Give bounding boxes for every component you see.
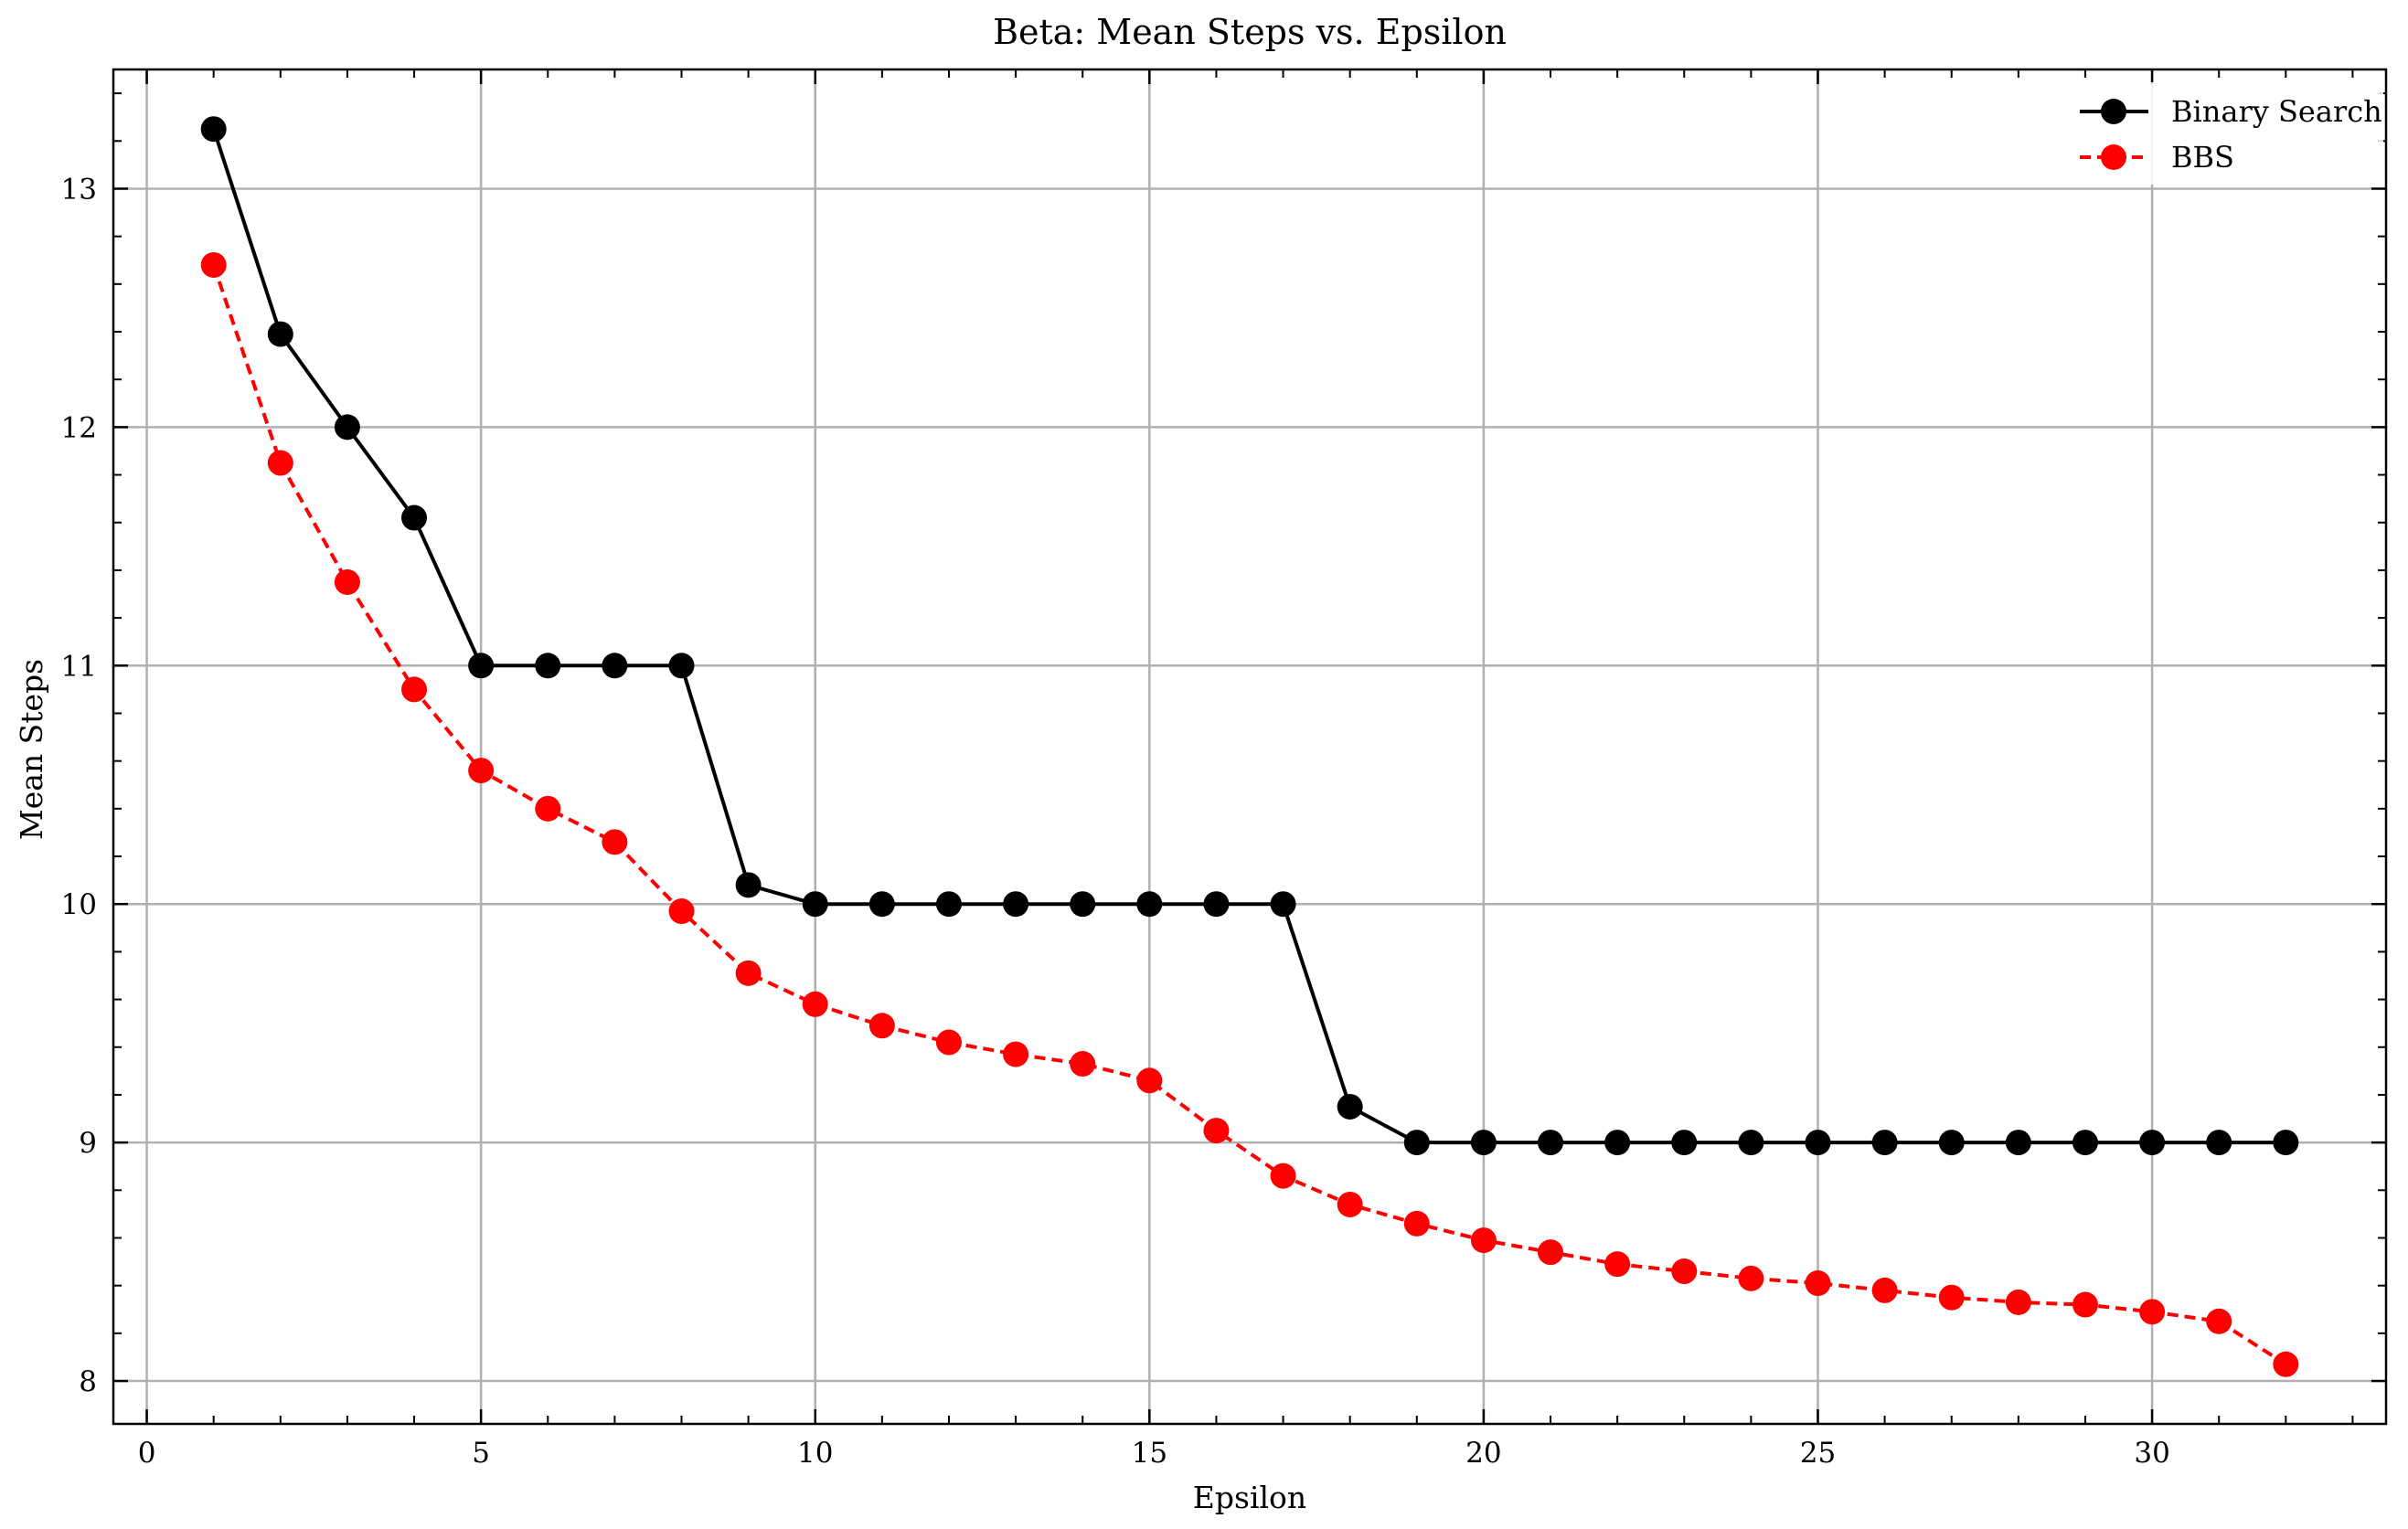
data-point-bbs-19 bbox=[1403, 1210, 1430, 1237]
data-point-binary-search-29 bbox=[2072, 1130, 2098, 1156]
y-tick-label-10: 10 bbox=[61, 888, 97, 921]
x-tick-label-30: 30 bbox=[2134, 1437, 2169, 1470]
data-point-bbs-17 bbox=[1270, 1163, 1296, 1189]
axes: 0 5 10 15 20 25 30 8 9 10 11 12 13 bbox=[61, 68, 2388, 1470]
data-point-binary-search-7 bbox=[602, 653, 628, 679]
data-point-bbs-12 bbox=[935, 1029, 962, 1056]
data-point-bbs-6 bbox=[535, 795, 561, 822]
data-point-bbs-4 bbox=[401, 676, 428, 703]
legend-label-bbs: BBS bbox=[2171, 140, 2234, 175]
plot-frame bbox=[112, 68, 2388, 1426]
data-point-binary-search-27 bbox=[1938, 1130, 1965, 1156]
data-point-binary-search-24 bbox=[1738, 1130, 1764, 1156]
legend-label-binary-search: Binary Search bbox=[2171, 94, 2382, 129]
data-point-bbs-21 bbox=[1538, 1239, 1564, 1266]
y-tick-label-12: 12 bbox=[61, 411, 97, 444]
y-tick-label-11: 11 bbox=[61, 650, 97, 683]
data-point-bbs-18 bbox=[1337, 1191, 1363, 1217]
y-axis-label: Mean Steps bbox=[14, 659, 49, 840]
data-point-binary-search-4 bbox=[401, 504, 428, 531]
data-point-bbs-14 bbox=[1070, 1051, 1096, 1078]
data-point-binary-search-1 bbox=[200, 116, 227, 143]
x-tick-label-25: 25 bbox=[1800, 1437, 1836, 1470]
legend-marker-bbs bbox=[2101, 144, 2126, 170]
data-point-bbs-9 bbox=[735, 960, 762, 986]
data-point-binary-search-32 bbox=[2273, 1130, 2299, 1156]
y-tick-label-9: 9 bbox=[79, 1127, 97, 1160]
data-point-bbs-3 bbox=[334, 568, 360, 595]
data-point-bbs-1 bbox=[200, 251, 227, 278]
data-point-bbs-30 bbox=[2139, 1299, 2166, 1325]
data-point-bbs-29 bbox=[2072, 1291, 2098, 1318]
data-point-binary-search-31 bbox=[2206, 1130, 2232, 1156]
data-point-binary-search-22 bbox=[1604, 1130, 1631, 1156]
y-tick-label-8: 8 bbox=[79, 1365, 97, 1398]
data-point-bbs-7 bbox=[602, 829, 628, 855]
data-point-bbs-22 bbox=[1604, 1251, 1631, 1278]
data-point-binary-search-2 bbox=[267, 321, 293, 347]
data-point-bbs-23 bbox=[1671, 1258, 1698, 1285]
series-layer bbox=[200, 116, 2299, 1377]
data-point-bbs-20 bbox=[1470, 1227, 1497, 1254]
data-point-bbs-16 bbox=[1203, 1118, 1230, 1144]
series-line-binary-search bbox=[211, 128, 2286, 1145]
data-point-bbs-28 bbox=[2005, 1289, 2031, 1315]
data-point-binary-search-28 bbox=[2005, 1130, 2031, 1156]
data-point-binary-search-8 bbox=[668, 653, 695, 679]
data-point-binary-search-11 bbox=[868, 891, 895, 918]
data-point-binary-search-26 bbox=[1871, 1130, 1898, 1156]
data-point-binary-search-9 bbox=[735, 872, 762, 898]
grid bbox=[113, 69, 2386, 1424]
data-point-binary-search-6 bbox=[535, 653, 561, 679]
data-point-binary-search-14 bbox=[1070, 891, 1096, 918]
legend: Binary Search BBS bbox=[2062, 82, 2383, 185]
data-point-bbs-27 bbox=[1938, 1284, 1965, 1311]
x-axis-label: Epsilon bbox=[1193, 1480, 1306, 1515]
data-point-bbs-11 bbox=[868, 1013, 895, 1039]
x-tick-label-0: 0 bbox=[138, 1437, 156, 1470]
data-point-binary-search-18 bbox=[1337, 1093, 1363, 1120]
data-point-bbs-25 bbox=[1805, 1270, 1831, 1297]
data-point-bbs-8 bbox=[668, 898, 695, 925]
data-point-binary-search-13 bbox=[1003, 891, 1029, 918]
data-point-binary-search-10 bbox=[802, 891, 828, 918]
data-point-bbs-31 bbox=[2206, 1308, 2232, 1334]
x-tick-label-15: 15 bbox=[1132, 1437, 1167, 1470]
data-point-binary-search-5 bbox=[468, 653, 495, 679]
y-tick-label-13: 13 bbox=[61, 173, 97, 206]
data-point-binary-search-21 bbox=[1538, 1130, 1564, 1156]
data-point-bbs-13 bbox=[1003, 1041, 1029, 1067]
data-point-binary-search-3 bbox=[334, 414, 360, 441]
data-point-binary-search-25 bbox=[1805, 1130, 1831, 1156]
data-point-binary-search-23 bbox=[1671, 1130, 1698, 1156]
data-point-bbs-5 bbox=[468, 758, 495, 784]
x-tick-label-10: 10 bbox=[797, 1437, 833, 1470]
data-point-bbs-32 bbox=[2273, 1351, 2299, 1377]
series-line-bbs bbox=[211, 264, 2287, 1366]
data-point-bbs-24 bbox=[1738, 1265, 1764, 1291]
data-point-bbs-2 bbox=[267, 450, 293, 476]
legend-marker-binary-search bbox=[2101, 99, 2126, 124]
data-point-binary-search-20 bbox=[1470, 1130, 1497, 1156]
data-point-binary-search-19 bbox=[1403, 1130, 1430, 1156]
data-point-binary-search-15 bbox=[1136, 891, 1163, 918]
data-point-bbs-15 bbox=[1136, 1067, 1163, 1094]
data-point-binary-search-16 bbox=[1203, 891, 1230, 918]
data-point-binary-search-17 bbox=[1270, 891, 1296, 918]
data-point-bbs-26 bbox=[1871, 1277, 1898, 1303]
data-point-binary-search-30 bbox=[2139, 1130, 2166, 1156]
data-point-binary-search-12 bbox=[935, 891, 962, 918]
chart-title: Beta: Mean Steps vs. Epsilon bbox=[993, 12, 1507, 52]
x-tick-label-5: 5 bbox=[472, 1437, 490, 1470]
x-tick-label-20: 20 bbox=[1465, 1437, 1501, 1470]
data-point-bbs-10 bbox=[802, 991, 828, 1017]
